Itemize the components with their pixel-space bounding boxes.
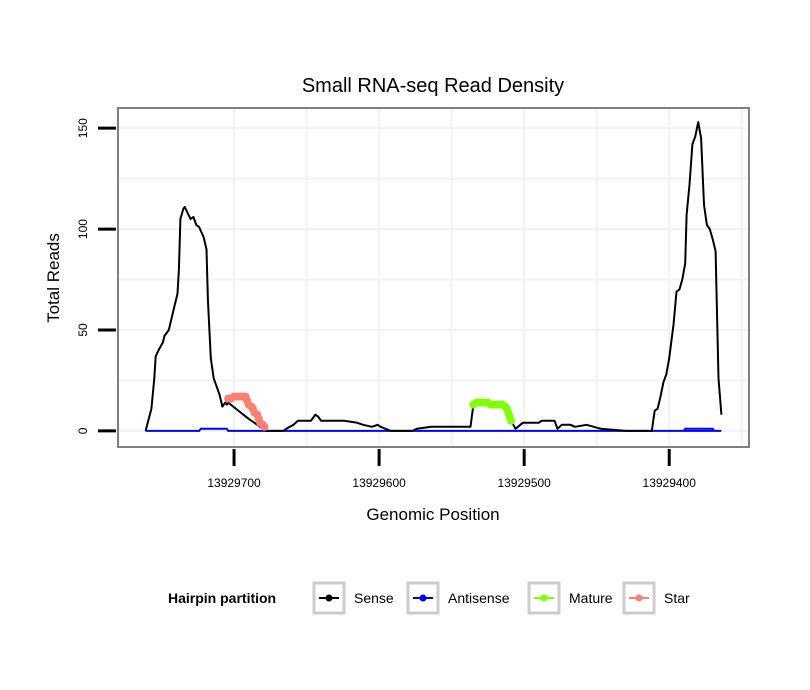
legend-item-antisense: Antisense xyxy=(406,581,510,615)
legend-point-mature xyxy=(540,594,548,602)
y-axis-title: Total Reads xyxy=(44,233,63,323)
series-star-point xyxy=(260,422,269,431)
legend-item-mature: Mature xyxy=(527,581,613,615)
x-tick-label: 13929500 xyxy=(497,476,551,490)
legend-label-sense: Sense xyxy=(354,590,394,606)
y-tick-label: 50 xyxy=(76,323,90,337)
legend-item-star: Star xyxy=(622,581,690,615)
legend-point-sense xyxy=(325,594,333,602)
x-tick-label: 13929700 xyxy=(207,476,261,490)
series-antisense-line-segment xyxy=(682,427,716,432)
plot-border xyxy=(117,107,750,448)
x-tick-label: 13929600 xyxy=(352,476,406,490)
legend-label-mature: Mature xyxy=(569,590,613,606)
legend-point-star xyxy=(635,594,643,602)
y-tick-label: 150 xyxy=(76,118,90,138)
x-tick-label: 13929400 xyxy=(643,476,697,490)
x-axis-title: Genomic Position xyxy=(366,505,499,524)
legend-title: Hairpin partition xyxy=(168,590,276,606)
series-sense-line xyxy=(144,121,723,432)
y-tick-label: 100 xyxy=(76,219,90,239)
x-axis: 13929700 13929600 13929500 13929400 xyxy=(207,449,696,490)
y-tick-label: 0 xyxy=(76,427,90,434)
series-mature-point xyxy=(507,416,516,425)
series-antisense-line xyxy=(145,427,722,432)
legend: Hairpin partition Sense Antisense Mature St… xyxy=(168,581,690,615)
legend-label-star: Star xyxy=(664,590,690,606)
plot-panel xyxy=(117,107,750,448)
series-layer xyxy=(144,121,723,432)
grid-lines xyxy=(119,109,748,446)
y-axis: 0 50 100 150 xyxy=(76,118,116,434)
chart-title: Small RNA-seq Read Density xyxy=(302,75,564,97)
legend-item-sense: Sense xyxy=(312,581,394,615)
legend-point-antisense xyxy=(419,594,427,602)
legend-label-antisense: Antisense xyxy=(448,590,510,606)
